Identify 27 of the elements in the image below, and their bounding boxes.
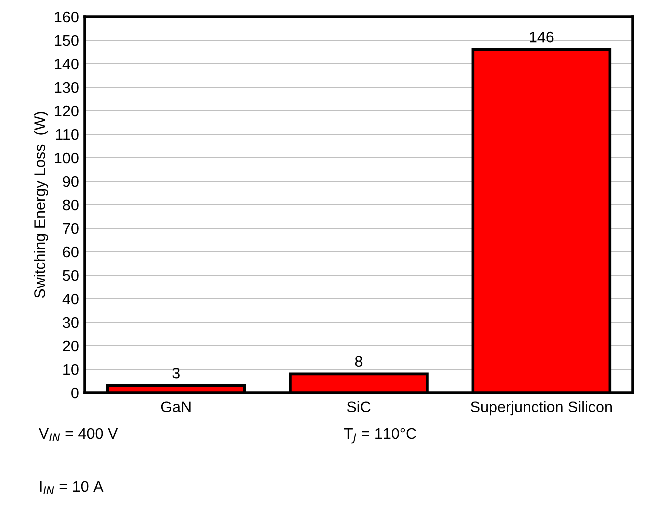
data-label: 8 bbox=[355, 356, 363, 368]
text: V$_{IN}$ = 400 V bbox=[39, 428, 118, 442]
y-tick-label: 40 bbox=[62, 294, 79, 305]
y-tick-label: 0 bbox=[72, 388, 79, 399]
y-tick-label: 70 bbox=[63, 223, 79, 234]
y-tick-label: 30 bbox=[63, 317, 79, 328]
text: I$_{IN}$ = 10 A bbox=[40, 481, 104, 494]
y-tick-label: 20 bbox=[63, 340, 79, 352]
x-tick-label: SiC bbox=[347, 401, 371, 413]
y-tick-label: 110 bbox=[56, 129, 79, 140]
y-tick-label: 120 bbox=[55, 106, 79, 117]
y-axis-title: Switching Energy Loss (W) bbox=[34, 112, 48, 298]
x-tick-label: Superjunction Silicon bbox=[471, 401, 612, 416]
y-tick-label: 160 bbox=[55, 12, 79, 23]
y-tick-label: 90 bbox=[63, 176, 79, 188]
y-tick-label: 50 bbox=[63, 270, 79, 282]
y-tick-label: 100 bbox=[55, 152, 79, 164]
data-label: 146 bbox=[530, 32, 554, 43]
x-tick-label: GaN bbox=[161, 402, 191, 413]
y-tick-label: 150 bbox=[55, 35, 79, 46]
y-tick-label: 130 bbox=[55, 82, 79, 94]
data-label: 3 bbox=[172, 368, 180, 379]
y-tick-label: 80 bbox=[63, 200, 79, 211]
y-tick-label: 10 bbox=[64, 364, 79, 376]
y-tick-label: 60 bbox=[63, 246, 79, 258]
text: T$_{J}$ = 110°C bbox=[344, 428, 416, 444]
y-tick-label: 140 bbox=[55, 58, 79, 70]
